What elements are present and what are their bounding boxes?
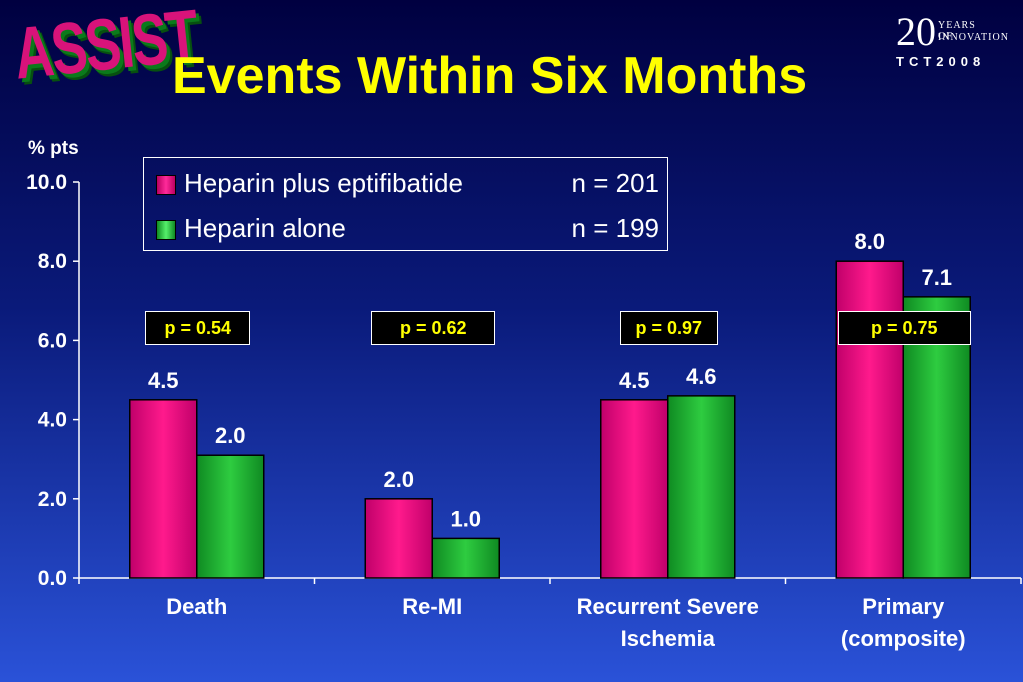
y-axis-label: % pts bbox=[28, 138, 79, 159]
legend: Heparin plus eptifibatide n = 201 Hepari… bbox=[143, 157, 668, 251]
tct-logo-number: 20 bbox=[896, 9, 936, 54]
x-category-label: Ischemia bbox=[621, 626, 716, 651]
p-value-box: p = 0.75 bbox=[837, 311, 971, 345]
data-label: 4.5 bbox=[148, 368, 179, 393]
legend-label-series1: Heparin plus eptifibatide bbox=[184, 168, 463, 198]
bar-series1 bbox=[364, 498, 433, 579]
page-title: Events Within Six Months bbox=[172, 47, 808, 105]
data-label: 8.0 bbox=[854, 229, 885, 254]
data-label: 4.5 bbox=[619, 368, 650, 393]
data-label: 2.0 bbox=[383, 467, 414, 492]
y-tick-label: 10.0 bbox=[26, 171, 67, 194]
legend-label-series2: Heparin alone bbox=[184, 213, 346, 243]
x-category-label: Re-MI bbox=[402, 594, 462, 619]
bar-series1 bbox=[835, 260, 904, 579]
legend-entry-series2: Heparin alone n = 199 bbox=[154, 213, 659, 243]
bar-series2 bbox=[667, 395, 736, 579]
p-value-box: p = 0.54 bbox=[145, 311, 251, 345]
p-value-box: p = 0.62 bbox=[371, 311, 496, 345]
legend-n-series1: n = 201 bbox=[571, 168, 659, 198]
y-tick-label: 2.0 bbox=[38, 488, 67, 511]
bar-series1 bbox=[600, 399, 669, 579]
bar-series2 bbox=[431, 537, 500, 579]
x-category-label: Primary bbox=[862, 594, 945, 619]
x-category-label: Recurrent Severe bbox=[577, 594, 759, 619]
tct-logo-brand: TCT2008 bbox=[896, 54, 986, 69]
data-label: 4.6 bbox=[686, 364, 717, 389]
bar-series1 bbox=[129, 399, 198, 579]
data-label: 1.0 bbox=[450, 506, 481, 531]
legend-n-series2: n = 199 bbox=[571, 213, 659, 243]
legend-swatch-series1 bbox=[156, 175, 176, 195]
y-tick-label: 8.0 bbox=[38, 250, 67, 273]
x-category-label: (composite) bbox=[841, 626, 966, 651]
y-tick-label: 0.0 bbox=[38, 567, 67, 590]
y-tick-label: 6.0 bbox=[38, 329, 67, 352]
data-label: 7.1 bbox=[921, 265, 952, 290]
p-value-box: p = 0.97 bbox=[619, 311, 718, 345]
y-tick-label: 4.0 bbox=[38, 409, 67, 432]
bar-series2 bbox=[196, 454, 265, 579]
legend-entry-series1: Heparin plus eptifibatide n = 201 bbox=[154, 168, 659, 198]
tct-logo-line1: YEARS OF bbox=[938, 20, 976, 42]
data-label: 2.0 bbox=[215, 423, 246, 448]
tct-logo-line2: INNOVATION bbox=[938, 32, 1009, 43]
x-category-label: Death bbox=[166, 594, 227, 619]
legend-swatch-series2 bbox=[156, 220, 176, 240]
